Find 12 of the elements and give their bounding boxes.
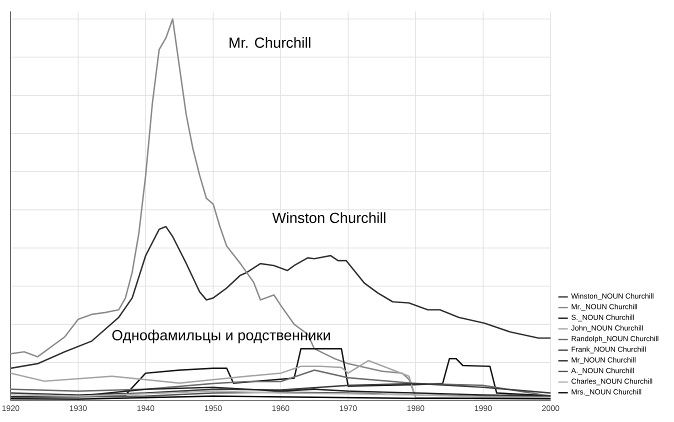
- x-tick-label: 1940: [137, 405, 154, 412]
- x-tick-label: 1990: [474, 405, 492, 412]
- x-tick-label: 1960: [272, 405, 290, 412]
- annotation: Winston Churchill: [272, 212, 386, 224]
- x-tick-label: 1980: [407, 405, 424, 412]
- x-tick-label: 1930: [70, 405, 87, 412]
- x-tick-label: 1920: [2, 405, 20, 412]
- annotation: Mr. Churchill: [230, 37, 310, 48]
- x-tick-label: 1970: [340, 405, 357, 412]
- x-tick-label: 2000: [542, 405, 560, 412]
- x-tick-label: 1950: [204, 405, 222, 412]
- annotation: Однофамильцы и родственники: [112, 330, 330, 344]
